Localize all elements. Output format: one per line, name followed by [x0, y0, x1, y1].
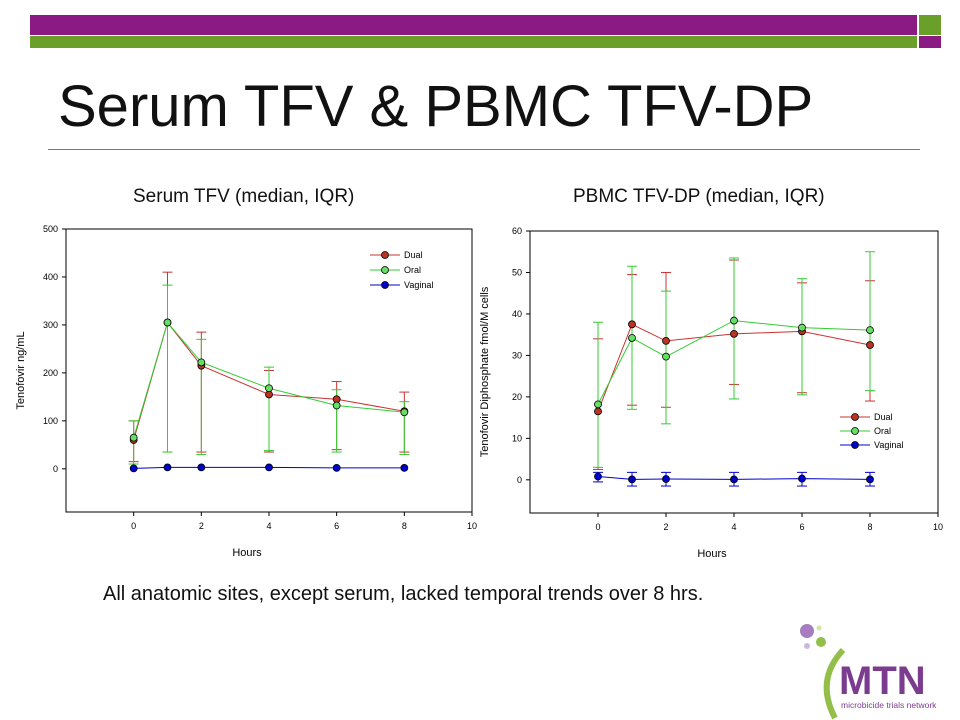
- y-tick-label: 200: [43, 368, 58, 378]
- header-square-purple: [919, 36, 941, 48]
- x-tick-label: 2: [663, 522, 668, 532]
- y-tick-label: 40: [512, 309, 522, 319]
- series-line-vaginal: [597, 476, 871, 480]
- data-point-vaginal: [129, 464, 138, 473]
- mtn-logo: MTN microbicide trials network: [800, 624, 937, 720]
- series-line-oral: [597, 320, 871, 405]
- x-tick-label: 0: [595, 522, 600, 532]
- y-tick-label: 0: [53, 464, 58, 474]
- legend-marker: [851, 441, 859, 449]
- data-point-dual: [662, 336, 670, 345]
- legend-label: Oral: [874, 426, 891, 436]
- legend-label: Vaginal: [404, 280, 433, 290]
- x-tick-label: 8: [402, 521, 407, 531]
- x-axis-label: Hours: [232, 547, 262, 559]
- data-point-dual: [628, 320, 636, 329]
- x-tick-label: 4: [266, 521, 271, 531]
- data-point-oral: [662, 352, 670, 361]
- legend-marker: [381, 266, 389, 274]
- y-tick-label: 0: [517, 475, 522, 485]
- legend-marker: [381, 251, 389, 259]
- slide-title: Serum TFV & PBMC TFV-DP: [58, 74, 814, 139]
- data-point-dual: [594, 407, 602, 416]
- legend-marker: [851, 427, 859, 435]
- logo-dot-large: [800, 624, 814, 638]
- x-tick-label: 8: [867, 522, 872, 532]
- data-point-vaginal: [730, 475, 738, 484]
- legend-label: Oral: [404, 265, 421, 275]
- logo-dot-small: [804, 643, 810, 649]
- data-point-vaginal: [798, 474, 806, 483]
- y-tick-label: 10: [512, 433, 522, 443]
- legend-marker: [851, 413, 859, 421]
- y-tick-label: 300: [43, 320, 58, 330]
- legend-label: Dual: [874, 412, 893, 422]
- x-tick-label: 10: [933, 522, 943, 532]
- y-tick-label: 400: [43, 272, 58, 282]
- logo-dot-tiny: [816, 625, 822, 631]
- data-point-oral: [730, 316, 738, 325]
- logo-wordmark: MTN: [839, 659, 926, 703]
- series-line-dual: [597, 323, 871, 412]
- chart-title-serum: Serum TFV (median, IQR): [133, 186, 355, 207]
- series-line-vaginal: [133, 466, 405, 469]
- y-tick-label: 50: [512, 267, 522, 277]
- header-bar-green: [30, 36, 917, 48]
- x-axis-label: Hours: [697, 548, 727, 560]
- data-point-vaginal: [163, 463, 172, 472]
- data-point-vaginal: [265, 463, 273, 472]
- data-point-vaginal: [662, 475, 670, 483]
- data-point-oral: [332, 401, 341, 410]
- y-tick-label: 30: [512, 350, 522, 360]
- y-axis-label: Tenofovir Diphosphate fmol/M cells: [479, 286, 491, 457]
- data-point-oral: [798, 323, 806, 332]
- x-tick-label: 4: [731, 522, 736, 532]
- header-bar-purple: [30, 15, 917, 35]
- legend-marker: [381, 281, 389, 289]
- y-tick-label: 500: [43, 224, 58, 234]
- data-point-vaginal: [594, 472, 602, 481]
- data-point-oral: [163, 318, 172, 327]
- chart-title-pbmc: PBMC TFV-DP (median, IQR): [573, 186, 825, 207]
- legend-label: Vaginal: [874, 440, 903, 450]
- data-point-oral: [129, 433, 138, 442]
- y-tick-label: 60: [512, 226, 522, 236]
- y-tick-label: 100: [43, 416, 58, 426]
- data-point-oral: [400, 408, 409, 417]
- x-tick-label: 2: [199, 521, 204, 531]
- data-point-vaginal: [197, 463, 206, 472]
- data-point-oral: [197, 358, 206, 367]
- data-point-vaginal: [400, 463, 409, 472]
- title-divider: [48, 149, 920, 150]
- x-tick-label: 6: [334, 521, 339, 531]
- logo-dot-medium: [816, 637, 826, 647]
- x-tick-label: 6: [799, 522, 804, 532]
- logo-arc: [823, 647, 846, 720]
- pbmc-tfv-dp-chart: 0 10 20 30 40 50 60 0 2 4 6 8 10 Hours Tenofovir Dipho…: [479, 226, 943, 560]
- data-point-oral: [866, 326, 874, 335]
- data-point-dual: [866, 341, 874, 349]
- footnote: All anatomic sites, except serum, lacked…: [103, 583, 704, 605]
- data-point-oral: [628, 334, 636, 342]
- series-line-oral: [133, 321, 405, 438]
- data-point-dual: [730, 329, 738, 338]
- data-point-vaginal: [866, 475, 874, 484]
- legend-label: Dual: [404, 250, 423, 260]
- x-tick-label: 0: [131, 521, 136, 531]
- logo-tagline: microbicide trials network: [841, 700, 937, 710]
- data-point-vaginal: [332, 463, 341, 472]
- data-point-oral: [265, 384, 273, 393]
- y-axis-label: Tenofovir ng/mL: [15, 331, 27, 409]
- header-square-green: [919, 15, 941, 35]
- serum-tfv-chart: 0 100 200 300 400 500 0 2 4 6 8 10 Hours Tenofovir ng…: [15, 224, 477, 559]
- data-point-vaginal: [628, 475, 636, 484]
- data-point-oral: [594, 400, 602, 409]
- x-tick-label: 10: [467, 521, 477, 531]
- y-tick-label: 20: [512, 392, 522, 402]
